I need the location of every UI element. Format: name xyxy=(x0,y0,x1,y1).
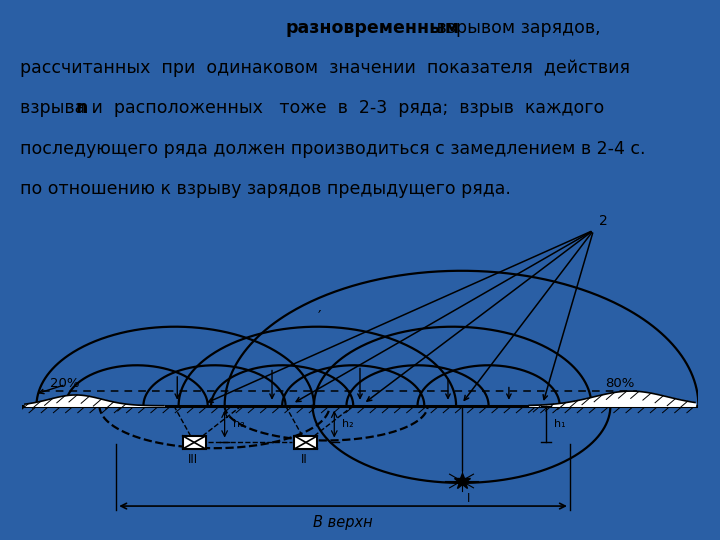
Text: h₃: h₃ xyxy=(233,419,245,429)
Text: h₂: h₂ xyxy=(343,419,354,429)
Bar xyxy=(294,436,318,449)
Text: последующего ряда должен производиться с замедлением в 2-4 с.: последующего ряда должен производиться с… xyxy=(20,140,645,158)
Text: B верхн: B верхн xyxy=(313,515,373,530)
Text: 2: 2 xyxy=(599,214,608,228)
Text: взрыва: взрыва xyxy=(20,99,91,117)
Text: 80%: 80% xyxy=(605,377,634,390)
Text: n: n xyxy=(76,99,88,117)
Text: ′: ′ xyxy=(318,310,321,325)
Text: и  расположенных   тоже  в  2-3  ряда;  взрыв  каждого: и расположенных тоже в 2-3 ряда; взрыв к… xyxy=(86,99,604,117)
Bar xyxy=(183,436,206,449)
Text: по отношению к взрыву зарядов предыдущего ряда.: по отношению к взрыву зарядов предыдущег… xyxy=(20,180,510,198)
Text: разновременным: разновременным xyxy=(286,19,460,37)
Text: h₁: h₁ xyxy=(554,419,566,429)
Text: взрывом зарядов,: взрывом зарядов, xyxy=(431,19,600,37)
Text: 20%: 20% xyxy=(50,377,79,390)
Text: III: III xyxy=(188,453,198,466)
Text: рассчитанных  при  одинаковом  значении  показателя  действия: рассчитанных при одинаковом значении пок… xyxy=(20,59,630,77)
Text: II: II xyxy=(301,453,308,466)
Text: I: I xyxy=(467,492,470,505)
